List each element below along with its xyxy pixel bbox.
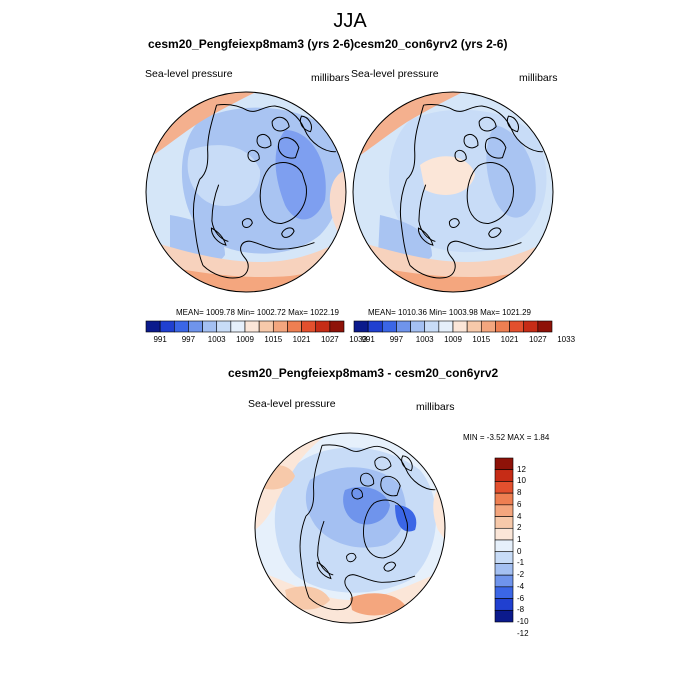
colorbar-diff-tick-label: -1 bbox=[517, 558, 525, 568]
colorbar1-tick-label: 1003 bbox=[207, 335, 226, 344]
colorbar-diff-swatch bbox=[494, 516, 514, 529]
colorbar1-swatch bbox=[287, 320, 302, 333]
colorbar2-tick-label: 997 bbox=[389, 335, 404, 344]
colorbar1-tick-label: 1027 bbox=[320, 335, 339, 344]
colorbar-diff-swatch bbox=[494, 551, 514, 564]
colorbar1-tick-label: 991 bbox=[153, 335, 167, 344]
colorbar2 bbox=[353, 320, 553, 333]
colorbar2-swatch bbox=[537, 320, 553, 333]
colorbar-diff-tick-label: 8 bbox=[517, 488, 522, 498]
panel2-title: cesm20_con6yrv2 (yrs 2-6) bbox=[354, 37, 508, 51]
panel1-map bbox=[145, 91, 347, 293]
panel2-stats: MEAN= 1010.36 Min= 1003.98 Max= 1021.29 bbox=[368, 308, 531, 317]
colorbar-diff-swatch bbox=[494, 574, 514, 588]
colorbar1-swatch bbox=[329, 320, 345, 333]
colorbar-diff-tick-label: 6 bbox=[517, 499, 522, 509]
colorbar-diff bbox=[494, 457, 514, 623]
colorbar-diff-swatch bbox=[494, 609, 514, 623]
colorbar2-tick-label: 1027 bbox=[528, 335, 547, 344]
colorbar1-swatch bbox=[159, 320, 175, 333]
panel3-stats: MIN = -3.52 MAX = 1.84 bbox=[463, 433, 550, 442]
colorbar1-swatch bbox=[315, 320, 331, 333]
colorbar1-swatch bbox=[202, 320, 218, 333]
colorbar-diff-swatch bbox=[494, 504, 514, 517]
colorbar2-swatch bbox=[466, 320, 482, 333]
colorbar-diff-swatch bbox=[494, 563, 514, 576]
colorbar2-swatch bbox=[509, 320, 525, 333]
colorbar-diff-swatch bbox=[494, 586, 514, 599]
colorbar-diff-tick-label: -12 bbox=[517, 628, 529, 638]
panel1-variable: Sea-level pressure bbox=[145, 68, 233, 80]
colorbar-diff-tick-label: 0 bbox=[517, 546, 522, 556]
colorbar2-tick-label: 1009 bbox=[444, 335, 462, 344]
colorbar2-tick-label: 1015 bbox=[472, 335, 491, 344]
panel2-units: millibars bbox=[519, 72, 558, 84]
colorbar-diff-tick-label: -4 bbox=[517, 581, 525, 591]
colorbar-diff-tick-label: -8 bbox=[517, 605, 525, 615]
colorbar2-swatch bbox=[367, 320, 383, 333]
colorbar1 bbox=[145, 320, 345, 333]
colorbar-diff-swatch bbox=[494, 481, 514, 494]
colorbar1-tick-label: 997 bbox=[181, 335, 196, 344]
colorbar-diff-tick-label: 1 bbox=[517, 535, 522, 544]
colorbar-diff-tick-label: -2 bbox=[517, 570, 525, 580]
colorbar-diff-tick-label: -6 bbox=[517, 593, 525, 603]
colorbar1-swatch bbox=[258, 320, 274, 333]
colorbar2-swatch bbox=[523, 320, 539, 333]
panel3-map bbox=[254, 432, 446, 624]
colorbar-diff-swatch bbox=[494, 527, 514, 541]
colorbar-diff-swatch bbox=[494, 457, 514, 471]
colorbar2-tick-label: 1021 bbox=[500, 335, 519, 344]
panel3-units: millibars bbox=[416, 401, 455, 413]
colorbar1-swatch bbox=[244, 320, 260, 333]
colorbar2-swatch bbox=[353, 320, 369, 333]
colorbar1-swatch bbox=[173, 320, 189, 333]
colorbar2-tick-label: 1003 bbox=[415, 335, 434, 344]
colorbar2-swatch bbox=[424, 320, 440, 333]
colorbar-diff-tick-label: -10 bbox=[517, 617, 529, 626]
panel1-title: cesm20_Pengfeiexp8mam3 (yrs 2-6) bbox=[148, 37, 355, 51]
colorbar1-swatch bbox=[188, 320, 203, 333]
colorbar2-tick-label: 1033 bbox=[557, 335, 576, 344]
colorbar-diff-tick-label: 4 bbox=[517, 511, 522, 521]
panel2-variable: Sea-level pressure bbox=[351, 68, 439, 80]
panel1-stats: MEAN= 1009.78 Min= 1002.72 Max= 1022.19 bbox=[176, 308, 339, 317]
colorbar1-tick-label: 1015 bbox=[264, 335, 283, 344]
colorbar2-swatch bbox=[396, 320, 411, 333]
colorbar-diff-tick-label: 12 bbox=[517, 464, 526, 474]
colorbar-diff-swatch bbox=[494, 598, 514, 611]
colorbar1-tick-label: 1021 bbox=[292, 335, 311, 344]
colorbar1-tick-label: 1009 bbox=[236, 335, 254, 344]
colorbar1-swatch bbox=[145, 320, 161, 333]
colorbar-diff-swatch bbox=[494, 539, 514, 553]
figure-title: JJA bbox=[333, 10, 367, 32]
colorbar2-swatch bbox=[410, 320, 426, 333]
colorbar2-swatch bbox=[381, 320, 397, 333]
colorbar1-tick-label: 1033 bbox=[349, 335, 368, 344]
colorbar2-swatch bbox=[480, 320, 496, 333]
colorbar1-swatch bbox=[230, 320, 246, 333]
panel3-variable: Sea-level pressure bbox=[248, 398, 336, 410]
colorbar-diff-swatch bbox=[494, 492, 514, 506]
colorbar2-swatch bbox=[438, 320, 454, 333]
colorbar1-swatch bbox=[272, 320, 288, 333]
colorbar-diff-tick-label: 2 bbox=[517, 523, 522, 533]
colorbar-diff-tick-label: 10 bbox=[517, 476, 526, 486]
colorbar-diff-swatch bbox=[494, 469, 514, 482]
panel1-units: millibars bbox=[311, 72, 350, 84]
panel3-title: cesm20_Pengfeiexp8mam3 - cesm20_con6yrv2 bbox=[228, 366, 499, 380]
colorbar2-swatch bbox=[452, 320, 468, 333]
colorbar1-swatch bbox=[216, 320, 232, 333]
panel2-map bbox=[352, 91, 554, 293]
colorbar1-swatch bbox=[301, 320, 317, 333]
colorbar2-swatch bbox=[495, 320, 510, 333]
colorbar2-tick-label: 991 bbox=[361, 335, 375, 344]
